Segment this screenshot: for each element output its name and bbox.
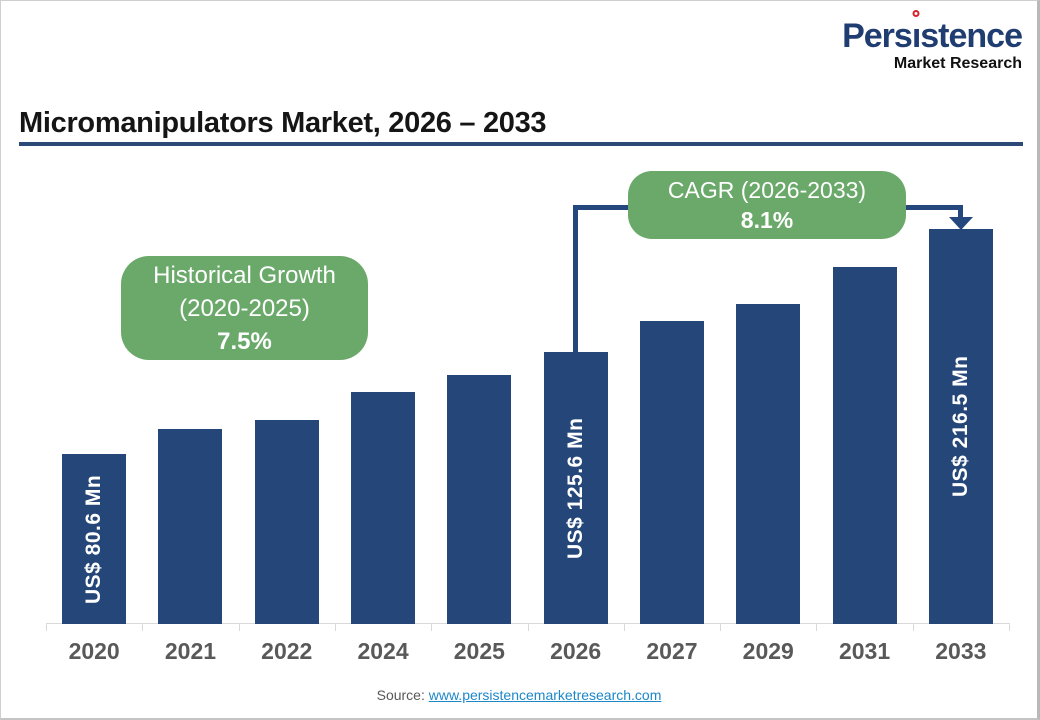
bar-2021 <box>158 429 223 624</box>
axis-tick <box>1009 623 1010 631</box>
callout-historical-growth: Historical Growth (2020-2025) 7.5% <box>121 256 368 360</box>
x-axis-label-2027: 2027 <box>646 638 698 664</box>
bar-2020: US$ 80.6 Mn <box>62 454 127 624</box>
cagr-line1: CAGR (2026-2033) <box>667 177 867 203</box>
connector-right-vertical <box>958 205 964 218</box>
source-prefix: Source: <box>376 687 429 703</box>
brand-name: Pers ıstence <box>842 10 1023 55</box>
source-line: Source: www.persistencemarketresearch.co… <box>1 687 1037 703</box>
cagr-value: 8.1% <box>740 207 794 233</box>
bar-2025 <box>447 375 512 624</box>
bar-value-label-2026: US$ 125.6 Mn <box>563 417 587 559</box>
red-dot-icon <box>912 10 920 17</box>
x-axis-label-2020: 2020 <box>68 638 120 664</box>
axis-tick <box>142 623 143 631</box>
bar-2024 <box>351 392 416 624</box>
title-rule <box>19 142 1023 146</box>
x-axis-label-2031: 2031 <box>838 638 891 664</box>
source-link[interactable]: www.persistencemarketresearch.com <box>428 687 662 703</box>
brand-name-i: ı <box>912 10 921 55</box>
x-axis-label-2025: 2025 <box>453 638 505 664</box>
axis-tick <box>913 623 914 631</box>
historical-growth-line1: Historical Growth <box>153 261 336 289</box>
axis-tick <box>720 623 721 631</box>
axis-tick <box>431 623 432 631</box>
connector-left-vertical <box>573 205 579 352</box>
callout-cagr: CAGR (2026-2033) 8.1% <box>628 171 906 239</box>
bar-value-label-2020: US$ 80.6 Mn <box>82 474 106 604</box>
axis-tick <box>335 623 336 631</box>
brand-name-suffix: stence <box>920 17 1023 55</box>
historical-growth-line2: (2020-2025) <box>179 294 310 322</box>
x-axis-label-2022: 2022 <box>261 638 313 664</box>
x-axis-label-2024: 2024 <box>357 638 409 664</box>
bar-value-label-2033: US$ 216.5 Mn <box>948 355 972 498</box>
axis-tick <box>239 623 240 631</box>
x-axis-label-2026: 2026 <box>550 638 602 664</box>
bar-2029 <box>736 304 801 624</box>
brand-name-prefix: Pers <box>842 17 913 55</box>
x-axis-label-2021: 2021 <box>164 638 217 664</box>
x-axis-label-2029: 2029 <box>742 638 794 664</box>
axis-tick <box>528 623 529 631</box>
brand-subtitle: Market Research <box>893 55 1022 72</box>
arrow-down-icon <box>948 217 973 230</box>
bar-2022 <box>254 420 319 624</box>
axis-tick <box>46 623 47 631</box>
axis-baseline <box>46 623 1009 624</box>
x-axis-label-2033: 2033 <box>935 638 987 664</box>
axis-tick <box>624 623 625 631</box>
bar-2031 <box>832 267 897 624</box>
brand-logo: Pers ıstence Market Research <box>842 10 1023 72</box>
bar-2027 <box>639 321 704 624</box>
bar-2033: US$ 216.5 Mn <box>928 229 993 624</box>
axis-tick <box>816 623 817 631</box>
historical-growth-value: 7.5% <box>217 327 272 355</box>
bar-2026: US$ 125.6 Mn <box>543 352 608 624</box>
page-title: Micromanipulators Market, 2026 – 2033 <box>19 107 547 139</box>
